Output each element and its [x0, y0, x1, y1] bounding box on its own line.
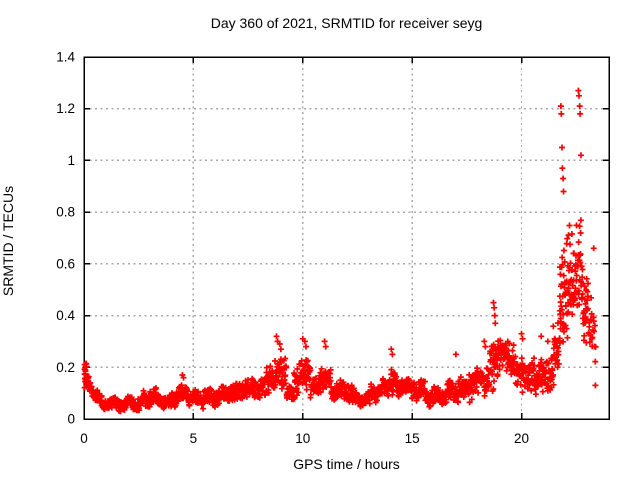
x-tick-label: 20 — [514, 431, 529, 446]
y-tick-label: 1.2 — [56, 101, 75, 116]
y-tick-label: 0.8 — [56, 205, 75, 220]
scatter-points — [81, 87, 599, 415]
chart-title: Day 360 of 2021, SRMTID for receiver sey… — [210, 15, 483, 31]
y-tick-label: 0.4 — [56, 308, 75, 323]
y-tick-label: 0 — [67, 412, 75, 427]
tick-marks — [83, 56, 609, 420]
x-tick-label: 15 — [405, 431, 420, 446]
plot-border — [83, 56, 610, 420]
x-tick-label: 5 — [190, 431, 198, 446]
x-tick-label: 10 — [295, 431, 310, 446]
x-axis-label: GPS time / hours — [293, 456, 400, 472]
y-tick-label: 0.2 — [56, 360, 75, 375]
y-tick-label: 1.4 — [56, 50, 75, 65]
y-tick-label: 1 — [67, 153, 75, 168]
y-tick-label: 0.6 — [56, 256, 75, 271]
x-tick-label: 0 — [80, 431, 88, 446]
